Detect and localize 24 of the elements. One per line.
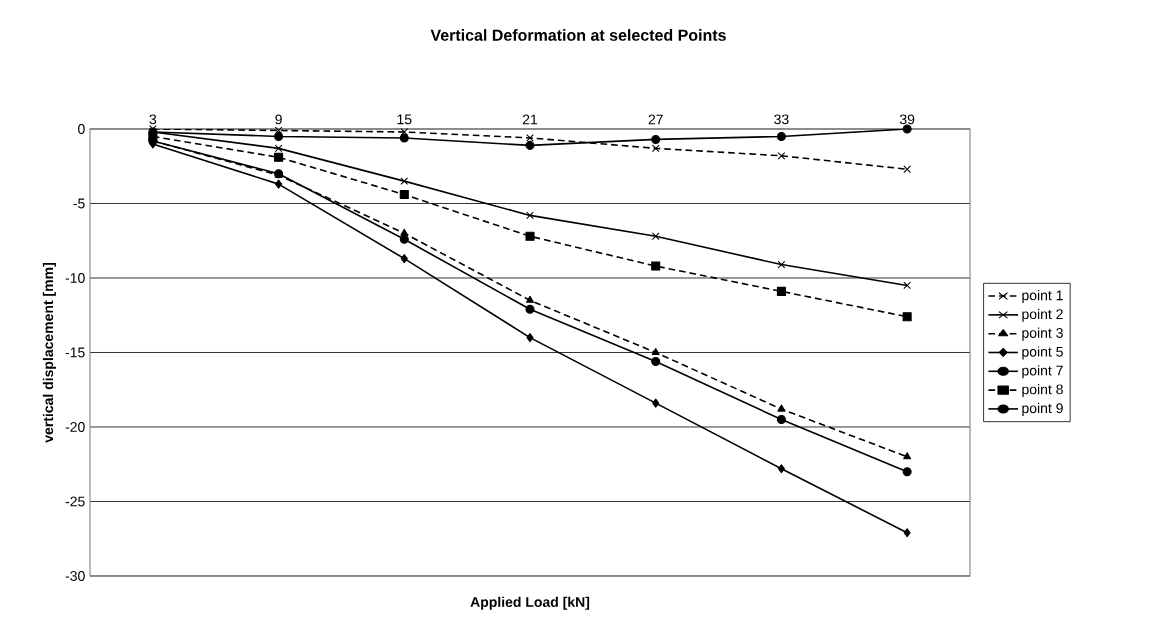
x-tick-label: 15: [397, 114, 412, 125]
x-axis-title: Applied Load [kN]: [470, 596, 590, 610]
legend-label: point 9: [1022, 402, 1063, 416]
legend-label: point 1: [1022, 289, 1063, 304]
chart-title: Vertical Deformation at selected Points: [430, 29, 726, 41]
x-tick-label: 21: [522, 114, 538, 125]
legend-label: point 5: [1022, 346, 1063, 360]
x-tick-label: 33: [774, 114, 789, 125]
y-axis-title: vertical displacement [mm]: [42, 263, 56, 443]
x-tick-label: 39: [899, 114, 915, 125]
y-tick-label: -30: [65, 571, 85, 581]
legend-label: point 2: [1022, 308, 1063, 322]
legend-label: point 7: [1022, 365, 1063, 379]
y-tick-label: -20: [65, 422, 85, 432]
y-tick-label: -25: [65, 496, 85, 507]
y-tick-label: -10: [65, 273, 85, 283]
legend-label: point 8: [1022, 384, 1063, 398]
x-tick-label: 27: [648, 114, 663, 125]
y-tick-label: -5: [73, 198, 85, 209]
x-tick-label: 3: [149, 114, 157, 125]
y-tick-label: 0: [78, 124, 85, 134]
x-tick-label: 9: [275, 114, 282, 125]
y-tick-label: -15: [65, 347, 85, 358]
legend-label: point 3: [1022, 327, 1063, 341]
